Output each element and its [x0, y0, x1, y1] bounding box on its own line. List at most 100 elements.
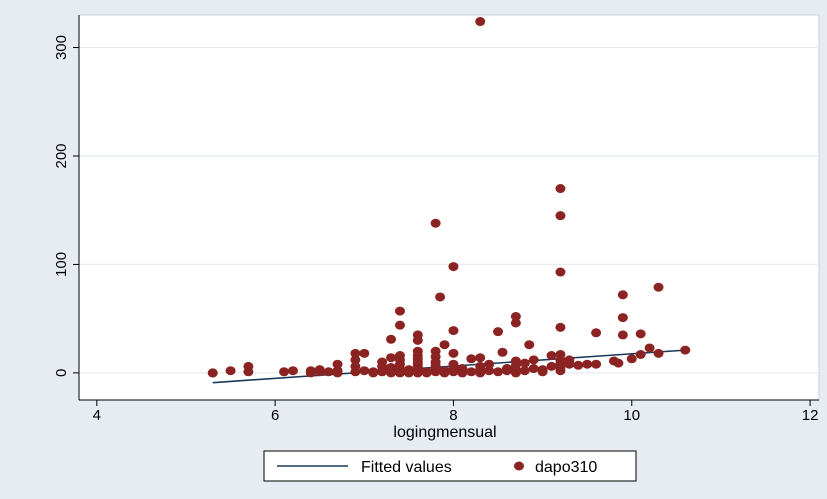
data-point [555, 184, 566, 194]
legend-box [263, 450, 637, 482]
data-point [510, 311, 521, 321]
data-point [510, 368, 521, 378]
data-point [279, 367, 290, 377]
x-tick-label: 6 [271, 407, 279, 424]
data-point [475, 353, 486, 363]
data-point [555, 267, 566, 277]
data-point [475, 368, 486, 378]
data-point [617, 330, 628, 340]
data-point [617, 313, 628, 323]
data-point [613, 358, 624, 368]
data-point [457, 364, 468, 374]
data-point [332, 359, 343, 369]
data-point [243, 367, 254, 377]
data-point [386, 353, 397, 363]
data-point [394, 306, 405, 316]
scatter-points [207, 17, 691, 378]
data-point [386, 334, 397, 344]
data-point [435, 292, 446, 302]
data-point [350, 348, 361, 358]
data-point [448, 326, 459, 336]
data-point [287, 366, 298, 376]
data-point [497, 347, 508, 357]
x-tick-label: 8 [449, 407, 457, 424]
data-point [493, 367, 504, 377]
data-point [430, 218, 441, 228]
data-point [591, 328, 602, 338]
data-point [635, 329, 646, 339]
x-tick-label: 10 [623, 407, 640, 424]
data-point [448, 367, 459, 377]
data-point [626, 354, 637, 364]
legend-dapo310-label: dapo310 [535, 459, 597, 476]
data-point [653, 282, 664, 292]
data-point [680, 345, 691, 355]
data-point [519, 358, 530, 368]
data-point [350, 367, 361, 377]
y-tick-label: 300 [53, 35, 70, 60]
data-point [519, 366, 530, 376]
data-point [528, 364, 539, 374]
x-tick-label: 12 [802, 407, 819, 424]
data-point [332, 366, 343, 376]
y-tick-label: 0 [53, 369, 70, 377]
data-point [484, 359, 495, 369]
plot-area [78, 14, 820, 401]
data-point [323, 367, 334, 377]
data-point [555, 211, 566, 221]
data-point [617, 290, 628, 300]
data-point [421, 367, 432, 377]
data-point [493, 327, 504, 337]
data-point [635, 349, 646, 359]
data-point [484, 366, 495, 376]
data-point [466, 367, 477, 377]
data-point [475, 17, 486, 27]
data-point [386, 362, 397, 372]
data-point [305, 368, 316, 378]
legend-fitted-label: Fitted values [361, 459, 452, 476]
data-point [537, 367, 548, 377]
data-point [528, 355, 539, 365]
data-point [394, 366, 405, 376]
data-point [225, 366, 236, 376]
data-point [412, 368, 423, 378]
data-point [546, 351, 557, 361]
y-tick-label: 100 [53, 252, 70, 277]
data-point [564, 359, 575, 369]
data-point [653, 348, 664, 358]
data-point [412, 335, 423, 345]
data-point [644, 343, 655, 353]
data-point [466, 354, 477, 364]
y-tick-label: 200 [53, 143, 70, 168]
data-point [350, 355, 361, 365]
data-point [555, 366, 566, 376]
data-point [368, 367, 379, 377]
data-point [430, 367, 441, 377]
fitted-line [212, 349, 686, 384]
data-point [591, 359, 602, 369]
data-point [403, 365, 414, 375]
fitted-values-line [212, 349, 686, 384]
data-point [582, 359, 593, 369]
legend-dapo310-swatch [514, 461, 524, 471]
data-point [501, 366, 512, 376]
legend: Fitted values dapo310 [263, 450, 637, 482]
data-point [439, 368, 450, 378]
data-point [359, 366, 370, 376]
data-point [207, 368, 218, 378]
data-point [377, 367, 388, 377]
x-tick-label: 4 [93, 407, 101, 424]
data-point [394, 320, 405, 330]
data-point [439, 340, 450, 350]
data-point [314, 367, 325, 377]
data-point [524, 340, 535, 350]
data-point [510, 318, 521, 328]
data-point [555, 322, 566, 332]
data-point [448, 348, 459, 358]
data-point [573, 360, 584, 370]
data-point [448, 262, 459, 272]
data-point [359, 348, 370, 358]
x-axis-title: logingmensual [393, 424, 496, 441]
data-point [546, 361, 557, 371]
